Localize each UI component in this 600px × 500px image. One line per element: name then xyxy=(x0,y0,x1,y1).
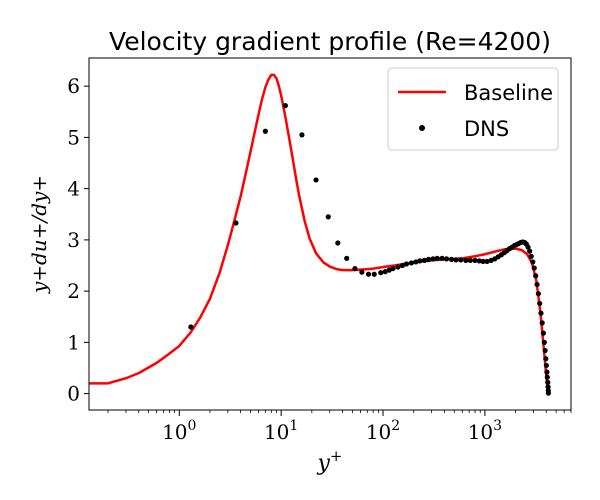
y-tick-label: 4 xyxy=(67,177,80,201)
data-point xyxy=(538,310,544,316)
data-point xyxy=(531,265,537,271)
data-point xyxy=(262,128,268,134)
data-point xyxy=(467,257,473,263)
data-point xyxy=(530,259,536,265)
data-point xyxy=(421,257,428,263)
data-point xyxy=(439,255,445,261)
data-point xyxy=(543,356,549,362)
y-tick-label: 0 xyxy=(67,382,80,406)
chart-title: Velocity gradient profile (Re=4200) xyxy=(109,27,551,56)
data-point xyxy=(539,320,545,326)
data-point xyxy=(534,281,540,288)
data-point xyxy=(476,258,482,264)
data-point xyxy=(541,339,547,345)
data-point xyxy=(453,257,459,263)
data-point xyxy=(528,253,534,259)
data-point xyxy=(378,270,384,276)
data-point xyxy=(417,258,423,264)
data-point xyxy=(463,257,469,263)
x-tick-label: 103 xyxy=(468,418,502,444)
legend-box xyxy=(387,67,559,151)
data-point xyxy=(533,273,539,279)
data-point xyxy=(472,257,478,263)
data-point xyxy=(403,261,410,267)
plot-area xyxy=(89,73,552,396)
data-point xyxy=(544,374,550,380)
y-tick-label: 5 xyxy=(67,125,80,149)
series-line-baseline xyxy=(89,73,550,392)
data-point xyxy=(344,255,350,261)
x-axis-label-sup: + xyxy=(330,447,343,465)
data-point xyxy=(325,214,331,220)
data-point xyxy=(282,103,288,109)
data-point xyxy=(413,259,419,265)
data-point xyxy=(545,379,551,385)
x-axis-label: y+ xyxy=(316,447,342,476)
y-axis-label-text: y+du+/dy+ xyxy=(27,175,51,294)
x-tick-label: 101 xyxy=(264,418,298,444)
data-point xyxy=(458,257,464,263)
data-point xyxy=(525,244,531,250)
data-point xyxy=(399,262,406,269)
data-point xyxy=(395,264,401,270)
data-point xyxy=(542,347,548,354)
data-point xyxy=(233,220,239,226)
data-point xyxy=(540,330,546,336)
axes-frame xyxy=(88,57,572,411)
data-point xyxy=(537,300,543,307)
data-point xyxy=(299,132,305,138)
data-point xyxy=(188,324,194,330)
y-axis-ticks: 0 1 2 3 4 5 6 xyxy=(67,74,89,406)
data-point xyxy=(545,390,552,396)
legend: Baseline DNS xyxy=(387,67,559,151)
x-tick-label: 100 xyxy=(162,418,196,444)
data-point xyxy=(543,362,549,369)
y-tick-label: 3 xyxy=(67,228,80,252)
data-point xyxy=(390,265,396,272)
data-point xyxy=(480,258,486,265)
legend-label-baseline: Baseline xyxy=(464,81,553,105)
x-axis-label-base: y xyxy=(316,451,330,476)
y-tick-label: 2 xyxy=(67,279,80,303)
data-point xyxy=(359,269,365,275)
data-point xyxy=(371,271,377,277)
data-point xyxy=(382,269,388,275)
legend-label-dns: DNS xyxy=(464,117,509,141)
y-tick-label: 6 xyxy=(67,74,80,98)
x-tick-label: 102 xyxy=(366,418,400,444)
data-point xyxy=(527,248,533,254)
svg-text:y+: y+ xyxy=(316,447,342,476)
data-point xyxy=(313,177,319,183)
data-point xyxy=(425,256,432,262)
data-point xyxy=(443,256,450,262)
legend-swatch-dns xyxy=(419,125,425,131)
data-point xyxy=(484,258,490,265)
data-point xyxy=(535,291,541,297)
data-point xyxy=(448,256,455,262)
data-point xyxy=(352,265,358,272)
data-point xyxy=(544,369,550,375)
x-axis-ticks: 100 101 102 103 xyxy=(107,410,572,444)
data-point xyxy=(408,260,415,266)
data-point xyxy=(430,256,436,262)
data-point xyxy=(434,255,440,261)
y-tick-label: 1 xyxy=(67,330,80,354)
y-axis-label: y+du+/dy+ xyxy=(27,175,51,294)
data-point xyxy=(335,240,341,246)
data-point xyxy=(365,271,372,277)
